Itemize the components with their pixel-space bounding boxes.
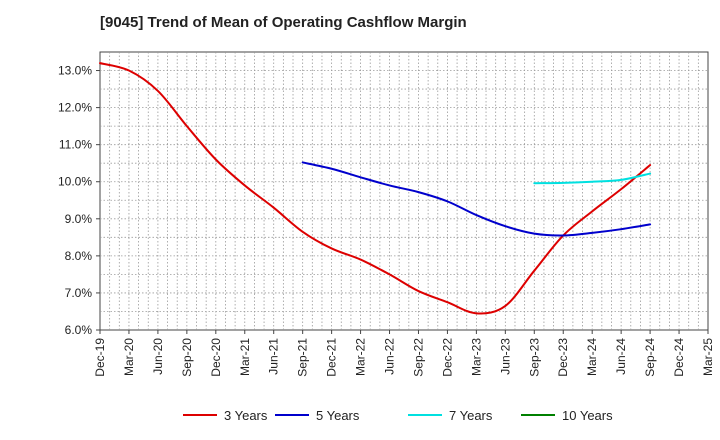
legend-label-10-years: 10 Years (562, 408, 613, 423)
x-tick-label: Dec-21 (325, 338, 339, 377)
plot-area (99, 51, 709, 331)
y-tick-label: 7.0% (65, 286, 93, 300)
x-tick-label: Dec-19 (93, 338, 107, 377)
y-tick-label: 6.0% (65, 323, 93, 337)
x-tick-label: Jun-24 (614, 338, 628, 375)
x-tick-label: Jun-21 (267, 338, 281, 375)
y-tick-label: 10.0% (58, 175, 92, 189)
y-tick-label: 11.0% (59, 138, 92, 152)
x-tick-label: Dec-20 (209, 338, 223, 377)
y-tick-label: 8.0% (65, 249, 93, 263)
legend-label-7-years: 7 Years (449, 408, 493, 423)
x-tick-label: Dec-24 (672, 338, 686, 377)
series-line-3-years (99, 62, 652, 315)
x-tick-label: Jun-20 (151, 338, 165, 375)
y-axis-ticks: 6.0% 7.0% 8.0% 9.0% 10.0% 11.0% 12.0% 13.0% (58, 64, 100, 337)
x-tick-label: Sep-21 (296, 338, 310, 377)
x-tick-label: Dec-22 (440, 338, 454, 377)
x-tick-label: Sep-23 (527, 338, 541, 377)
legend: 3 Years 5 Years 7 Years 10 Years (183, 408, 613, 423)
x-tick-label: Mar-20 (122, 338, 136, 376)
x-tick-label: Dec-23 (556, 338, 570, 377)
legend-label-3-years: 3 Years (224, 408, 268, 423)
series-layer (99, 62, 652, 315)
x-tick-label: Mar-21 (238, 338, 252, 376)
series-line-7-years (533, 172, 652, 185)
x-axis-ticks: Dec-19 Mar-20 Jun-20 Sep-20 Dec-20 Mar-21 Jun-… (93, 330, 715, 377)
y-tick-label: 12.0% (58, 101, 92, 115)
grid-layer (100, 52, 708, 330)
x-tick-label: Sep-20 (180, 338, 194, 377)
y-tick-label: 9.0% (65, 212, 93, 226)
x-tick-label: Mar-25 (701, 338, 715, 376)
x-tick-label: Jun-22 (383, 338, 397, 375)
x-tick-label: Sep-22 (411, 338, 425, 377)
x-tick-label: Mar-23 (469, 338, 483, 376)
x-tick-label: Sep-24 (643, 338, 657, 377)
x-tick-label: Jun-23 (498, 338, 512, 375)
legend-label-5-years: 5 Years (316, 408, 360, 423)
x-tick-label: Mar-22 (354, 338, 368, 376)
series-line-5-years (301, 161, 652, 237)
chart-title: [9045] Trend of Mean of Operating Cashfl… (100, 14, 467, 31)
x-tick-label: Mar-24 (585, 338, 599, 376)
y-tick-label: 13.0% (58, 64, 92, 78)
